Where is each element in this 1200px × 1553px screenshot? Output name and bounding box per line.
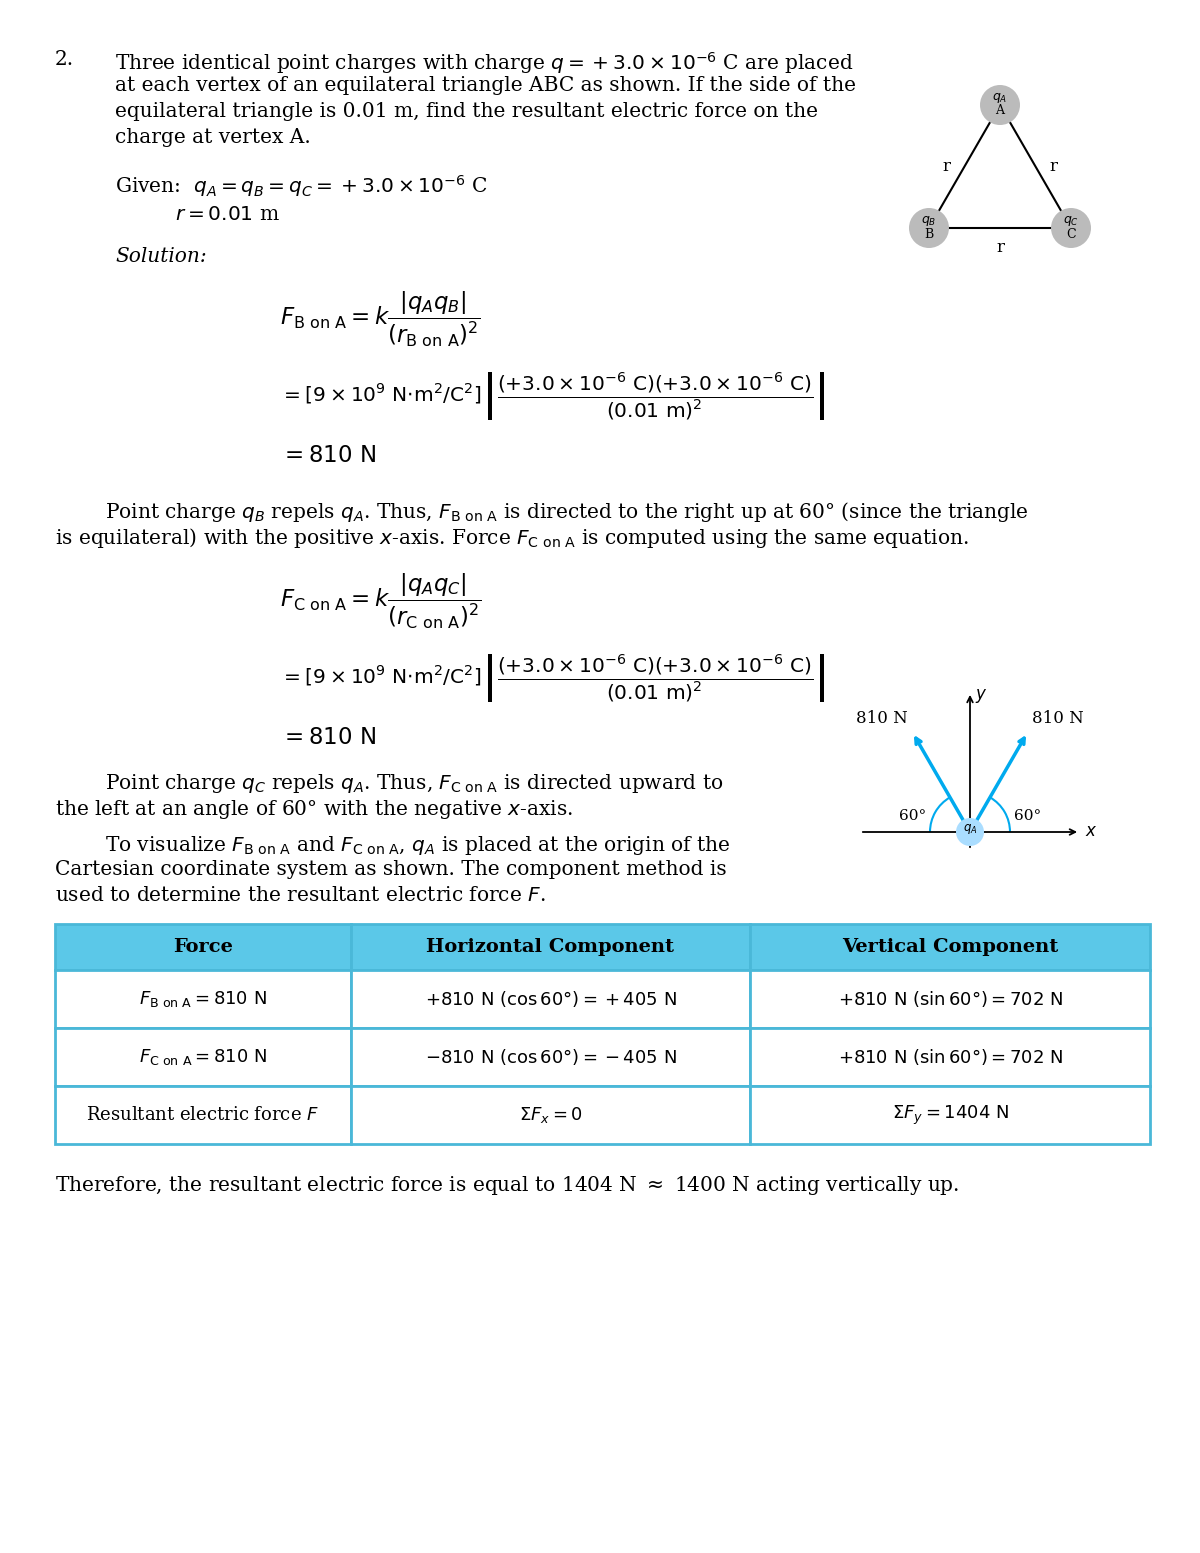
Text: Horizontal Component: Horizontal Component [426, 938, 674, 957]
Text: $-810\ \mathrm{N}\ (\cos60°)=-405\ \mathrm{N}$: $-810\ \mathrm{N}\ (\cos60°)=-405\ \math… [425, 1047, 677, 1067]
Text: Given:  $q_A=q_B=q_C=+3.0\times10^{-6}$ C: Given: $q_A=q_B=q_C=+3.0\times10^{-6}$ C [115, 172, 487, 199]
Bar [55, 971, 350, 1028]
Text: Force: Force [173, 938, 233, 957]
Bar [750, 1028, 1150, 1086]
Text: Point charge $q_C$ repels $q_A$. Thus, $F_{\mathrm{C\ on\ A}}$ is directed upwar: Point charge $q_C$ repels $q_A$. Thus, $… [106, 772, 724, 795]
Bar [750, 924, 1150, 971]
Text: the left at an angle of 60° with the negative $x$-axis.: the left at an angle of 60° with the neg… [55, 798, 572, 822]
Text: $q_A$: $q_A$ [962, 822, 977, 836]
Bar [750, 1086, 1150, 1145]
Text: B: B [924, 227, 934, 241]
Text: $q_C$: $q_C$ [1063, 214, 1079, 228]
Text: Solution:: Solution: [115, 247, 206, 266]
Bar [55, 1086, 350, 1145]
Text: Point charge $q_B$ repels $q_A$. Thus, $F_{\mathrm{B\ on\ A}}$ is directed to th: Point charge $q_B$ repels $q_A$. Thus, $… [106, 500, 1028, 523]
Text: $F_{\mathrm{B\ on\ A}}=810\ \mathrm{N}$: $F_{\mathrm{B\ on\ A}}=810\ \mathrm{N}$ [139, 989, 266, 1009]
Text: $= 810\ \mathrm{N}$: $= 810\ \mathrm{N}$ [280, 446, 376, 467]
Text: used to determine the resultant electric force $F$.: used to determine the resultant electric… [55, 887, 546, 905]
Circle shape [980, 85, 1020, 124]
Text: $+810\ \mathrm{N}\ (\cos60°)=+405\ \mathrm{N}$: $+810\ \mathrm{N}\ (\cos60°)=+405\ \math… [425, 989, 677, 1009]
Text: Cartesian coordinate system as shown. The component method is: Cartesian coordinate system as shown. Th… [55, 860, 727, 879]
Text: 60°: 60° [899, 809, 926, 823]
Text: Vertical Component: Vertical Component [842, 938, 1058, 957]
Circle shape [956, 818, 984, 846]
Text: at each vertex of an equilateral triangle ABC as shown. If the side of the: at each vertex of an equilateral triangl… [115, 76, 856, 95]
Text: equilateral triangle is 0.01 m, find the resultant electric force on the: equilateral triangle is 0.01 m, find the… [115, 102, 818, 121]
Text: $= \left[9\times10^9\ \mathrm{N{\cdot}m^2/C^2}\right]\left|\dfrac{(+3.0\times10^: $= \left[9\times10^9\ \mathrm{N{\cdot}m^… [280, 652, 826, 704]
Text: 810 N: 810 N [856, 710, 907, 727]
Text: $x$: $x$ [1085, 823, 1098, 840]
Text: $\Sigma F_x=0$: $\Sigma F_x=0$ [518, 1106, 582, 1124]
Bar [350, 971, 750, 1028]
Text: C: C [1067, 227, 1076, 241]
Text: Therefore, the resultant electric force is equal to 1404 N $\approx$ 1400 N acti: Therefore, the resultant electric force … [55, 1174, 959, 1197]
Bar [55, 924, 350, 971]
Bar [55, 1028, 350, 1086]
Text: $F_{\mathrm{C\ on\ A}} = k\dfrac{|q_A q_C|}{(r_{\mathrm{C\ on\ A}})^2}$: $F_{\mathrm{C\ on\ A}} = k\dfrac{|q_A q_… [280, 572, 481, 631]
Text: $q_B$: $q_B$ [922, 214, 937, 228]
Bar [350, 924, 750, 971]
Text: A: A [996, 104, 1004, 118]
Text: r: r [996, 239, 1004, 256]
Text: $= 810\ \mathrm{N}$: $= 810\ \mathrm{N}$ [280, 727, 376, 749]
Text: $q_A$: $q_A$ [992, 92, 1008, 106]
Text: r: r [1050, 158, 1057, 175]
Text: 2.: 2. [55, 50, 74, 68]
Text: Resultant electric force $F$: Resultant electric force $F$ [86, 1106, 319, 1124]
Circle shape [908, 208, 949, 248]
Text: $+810\ \mathrm{N}\ (\sin60°)=702\ \mathrm{N}$: $+810\ \mathrm{N}\ (\sin60°)=702\ \mathr… [838, 1047, 1063, 1067]
Text: To visualize $F_{\mathrm{B\ on\ A}}$ and $F_{\mathrm{C\ on\ A}}$, $q_A$ is place: To visualize $F_{\mathrm{B\ on\ A}}$ and… [106, 834, 731, 857]
Bar [350, 1028, 750, 1086]
Text: is equilateral) with the positive $x$-axis. Force $F_{\mathrm{C\ on\ A}}$ is com: is equilateral) with the positive $x$-ax… [55, 526, 968, 550]
Text: $F_{\mathrm{B\ on\ A}} = k\dfrac{|q_A q_B|}{(r_{\mathrm{B\ on\ A}})^2}$: $F_{\mathrm{B\ on\ A}} = k\dfrac{|q_A q_… [280, 290, 481, 349]
Text: 810 N: 810 N [1032, 710, 1085, 727]
Text: $F_{\mathrm{C\ on\ A}}=810\ \mathrm{N}$: $F_{\mathrm{C\ on\ A}}=810\ \mathrm{N}$ [139, 1047, 266, 1067]
Text: charge at vertex A.: charge at vertex A. [115, 127, 311, 148]
Text: $y$: $y$ [974, 686, 988, 705]
Bar [350, 1086, 750, 1145]
Circle shape [1051, 208, 1091, 248]
Text: $\Sigma F_y=1404\ \mathrm{N}$: $\Sigma F_y=1404\ \mathrm{N}$ [892, 1103, 1009, 1126]
Text: Three identical point charges with charge $q=+3.0\times10^{-6}$ C are placed: Three identical point charges with charg… [115, 50, 853, 76]
Bar [750, 971, 1150, 1028]
Text: $+810\ \mathrm{N}\ (\sin60°)=702\ \mathrm{N}$: $+810\ \mathrm{N}\ (\sin60°)=702\ \mathr… [838, 989, 1063, 1009]
Text: $r=0.01$ m: $r=0.01$ m [175, 205, 280, 224]
Text: 60°: 60° [1014, 809, 1042, 823]
Text: $= \left[9\times10^9\ \mathrm{N{\cdot}m^2/C^2}\right]\left|\dfrac{(+3.0\times10^: $= \left[9\times10^9\ \mathrm{N{\cdot}m^… [280, 370, 826, 422]
Text: r: r [942, 158, 950, 175]
